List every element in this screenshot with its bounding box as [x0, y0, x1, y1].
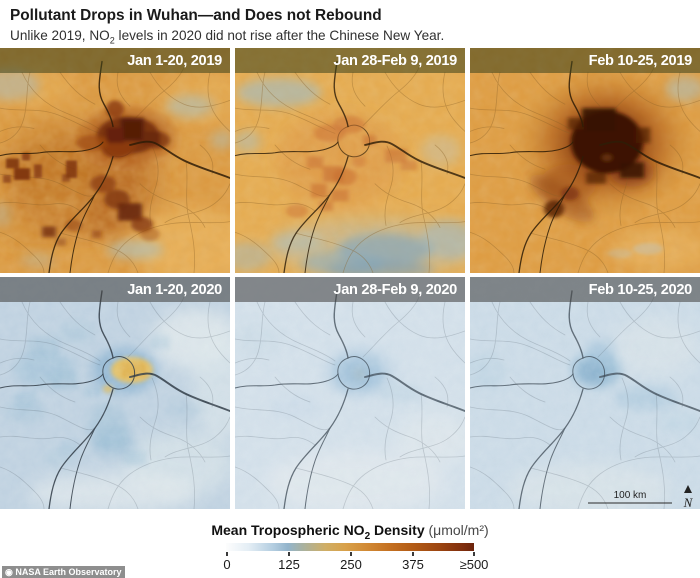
svg-text:100 km: 100 km: [614, 490, 647, 501]
svg-text:N: N: [683, 495, 694, 509]
